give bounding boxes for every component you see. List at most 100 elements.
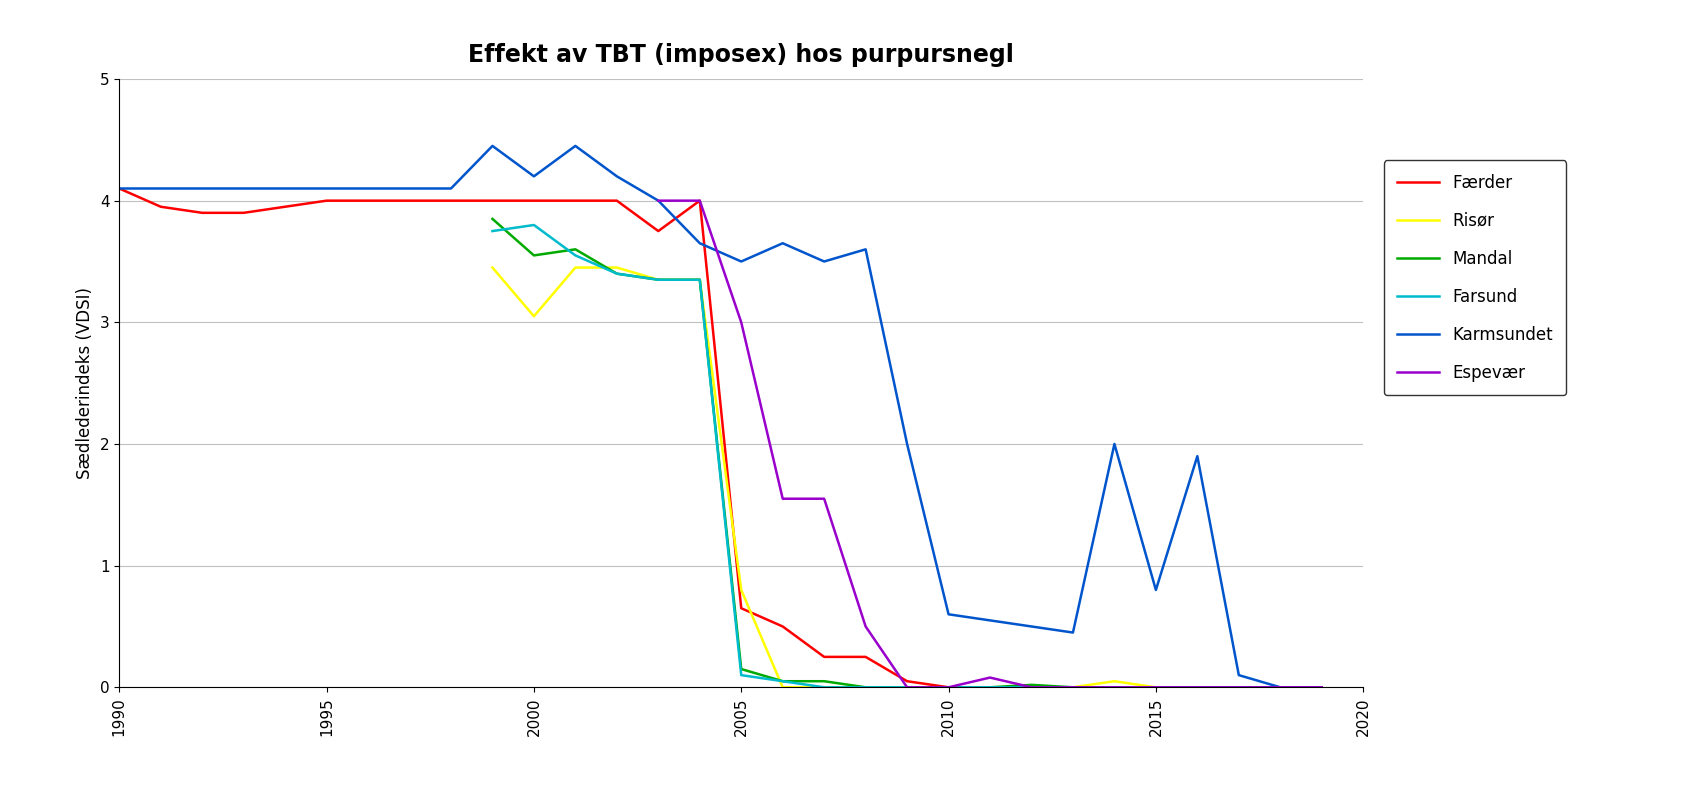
Espevær — [855, 622, 876, 631]
Farsund — [690, 275, 711, 284]
Risør — [1145, 683, 1166, 692]
Espevær — [1104, 683, 1125, 692]
Farsund — [1188, 683, 1208, 692]
Title: Effekt av TBT (imposex) hos purpursnegl: Effekt av TBT (imposex) hos purpursnegl — [469, 43, 1014, 67]
Færder — [399, 196, 419, 205]
Færder — [317, 196, 337, 205]
Risør — [1104, 676, 1125, 686]
Farsund — [939, 683, 959, 692]
Karmsundet — [607, 171, 627, 181]
Færder — [896, 676, 917, 686]
Færder — [607, 196, 627, 205]
Espevær — [1269, 683, 1290, 692]
Karmsundet — [317, 184, 337, 194]
Færder — [815, 653, 835, 662]
Færder — [233, 208, 254, 217]
Færder — [482, 196, 503, 205]
Farsund — [1063, 683, 1084, 692]
Espevær — [690, 196, 711, 205]
Karmsundet — [233, 184, 254, 194]
Risør — [772, 683, 792, 692]
Risør — [482, 263, 503, 273]
Mandal — [1104, 683, 1125, 692]
Mandal — [772, 676, 792, 686]
Færder — [772, 622, 792, 631]
Mandal — [1229, 683, 1249, 692]
Mandal — [731, 664, 751, 674]
Farsund — [482, 227, 503, 236]
Karmsundet — [772, 239, 792, 248]
Færder — [648, 227, 668, 236]
Karmsundet — [1269, 683, 1290, 692]
Espevær — [648, 196, 668, 205]
Farsund — [1104, 683, 1125, 692]
Færder — [358, 196, 378, 205]
Karmsundet — [193, 184, 213, 194]
Karmsundet — [731, 257, 751, 266]
Færder — [855, 653, 876, 662]
Karmsundet — [1229, 671, 1249, 680]
Mandal — [690, 275, 711, 284]
Espevær — [980, 673, 1000, 683]
Karmsundet — [1188, 451, 1208, 461]
Færder — [1312, 683, 1333, 692]
Espevær — [1063, 683, 1084, 692]
Risør — [731, 585, 751, 595]
Færder — [1063, 683, 1084, 692]
Færder — [1145, 683, 1166, 692]
Færder — [274, 202, 295, 212]
Farsund — [1021, 683, 1041, 692]
Karmsundet — [855, 245, 876, 254]
Espevær — [939, 683, 959, 692]
Espevær — [772, 494, 792, 503]
Karmsundet — [1021, 622, 1041, 631]
Farsund — [1312, 683, 1333, 692]
Karmsundet — [1104, 439, 1125, 449]
Line: Færder: Færder — [119, 189, 1322, 687]
Mandal — [1312, 683, 1333, 692]
Mandal — [523, 250, 544, 260]
Farsund — [566, 250, 586, 260]
Mandal — [815, 676, 835, 686]
Karmsundet — [566, 141, 586, 151]
Farsund — [1145, 683, 1166, 692]
Karmsundet — [648, 196, 668, 205]
Karmsundet — [1063, 628, 1084, 638]
Karmsundet — [150, 184, 170, 194]
Færder — [523, 196, 544, 205]
Mandal — [648, 275, 668, 284]
Færder — [566, 196, 586, 205]
Karmsundet — [482, 141, 503, 151]
Line: Farsund: Farsund — [492, 225, 1322, 687]
Espevær — [731, 318, 751, 327]
Farsund — [731, 671, 751, 680]
Mandal — [1145, 683, 1166, 692]
Risør — [566, 263, 586, 273]
Færder — [1188, 683, 1208, 692]
Færder — [441, 196, 462, 205]
Farsund — [815, 683, 835, 692]
Risør — [1269, 683, 1290, 692]
Risør — [1229, 683, 1249, 692]
Espevær — [896, 683, 917, 692]
Færder — [1021, 683, 1041, 692]
Espevær — [815, 494, 835, 503]
Karmsundet — [1145, 585, 1166, 595]
Karmsundet — [690, 239, 711, 248]
Mandal — [1021, 680, 1041, 690]
Færder — [1104, 683, 1125, 692]
Risør — [855, 683, 876, 692]
Mandal — [482, 214, 503, 224]
Risør — [1021, 683, 1041, 692]
Færder — [980, 683, 1000, 692]
Farsund — [1269, 683, 1290, 692]
Risør — [939, 683, 959, 692]
Risør — [1188, 683, 1208, 692]
Farsund — [896, 683, 917, 692]
Mandal — [566, 245, 586, 254]
Karmsundet — [274, 184, 295, 194]
Line: Karmsundet: Karmsundet — [119, 146, 1322, 687]
Line: Risør: Risør — [492, 268, 1322, 687]
Karmsundet — [399, 184, 419, 194]
Færder — [939, 683, 959, 692]
